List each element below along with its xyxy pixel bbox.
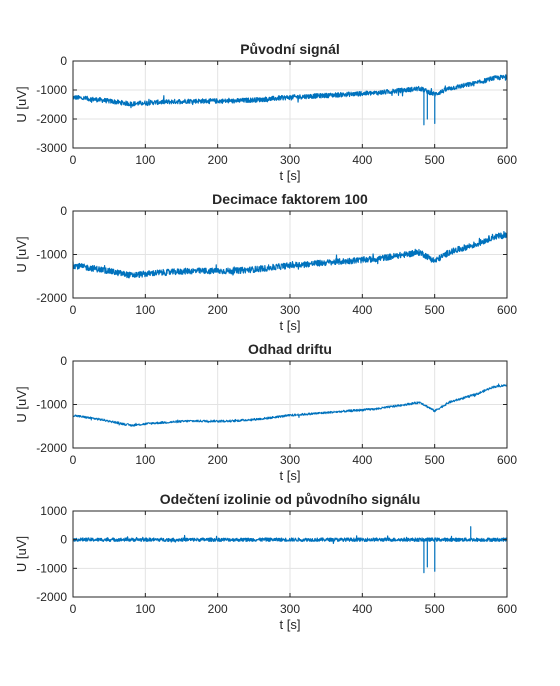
- y-axis-label: U [uV]: [14, 386, 29, 422]
- x-axis-label: t [s]: [280, 168, 301, 183]
- x-axis-label: t [s]: [280, 617, 301, 632]
- y-tick-label: 0: [60, 354, 67, 368]
- y-tick-label: -2000: [36, 112, 67, 126]
- x-tick-label: 600: [497, 602, 517, 616]
- x-tick-label: 500: [425, 602, 445, 616]
- y-tick-label: -1000: [36, 561, 67, 575]
- x-tick-label: 500: [425, 453, 445, 467]
- series-line: [72, 526, 508, 574]
- subplot-3: 0 100 200 300 400 500 600 -2000 -1000 0 Odhad drif…: [14, 341, 517, 483]
- y-axis-label: U [uV]: [14, 86, 29, 122]
- series-line: [72, 230, 508, 279]
- subplot-4: 0 100 200 300 400 500 600 -2000 -1000 0 1000 Odečte…: [14, 491, 517, 632]
- x-tick-label: 300: [280, 453, 300, 467]
- x-tick-label: 500: [425, 153, 445, 167]
- x-tick-label: 0: [70, 602, 77, 616]
- x-tick-label: 300: [280, 303, 300, 317]
- chart-title: Odečtení izolinie od původního signálu: [160, 491, 421, 507]
- x-tick-label: 400: [352, 602, 372, 616]
- y-tick-label: -1000: [36, 83, 67, 97]
- chart-title: Původní signál: [240, 41, 340, 57]
- y-tick-label: -2000: [36, 441, 67, 455]
- x-tick-label: 400: [352, 453, 372, 467]
- x-tick-label: 300: [280, 153, 300, 167]
- y-tick-label: 0: [60, 54, 67, 68]
- x-axis-label: t [s]: [280, 468, 301, 483]
- y-tick-label: 0: [60, 533, 67, 547]
- x-tick-label: 200: [208, 153, 228, 167]
- x-tick-label: 500: [425, 303, 445, 317]
- x-tick-label: 400: [352, 303, 372, 317]
- y-tick-label: -3000: [36, 141, 67, 155]
- x-tick-label: 200: [208, 602, 228, 616]
- x-tick-label: 200: [208, 453, 228, 467]
- chart-title: Decimace faktorem 100: [212, 191, 368, 207]
- y-tick-label: 1000: [40, 504, 67, 518]
- x-tick-label: 600: [497, 153, 517, 167]
- x-tick-label: 200: [208, 303, 228, 317]
- x-tick-label: 100: [135, 453, 155, 467]
- chart-title: Odhad driftu: [248, 341, 332, 357]
- y-axis-label: U [uV]: [14, 236, 29, 272]
- y-tick-label: -2000: [36, 291, 67, 305]
- y-tick-label: 0: [60, 204, 67, 218]
- x-tick-label: 0: [70, 153, 77, 167]
- x-tick-label: 100: [135, 602, 155, 616]
- x-tick-label: 600: [497, 453, 517, 467]
- series-line: [72, 74, 508, 126]
- y-tick-label: -1000: [36, 398, 67, 412]
- x-tick-label: 0: [70, 303, 77, 317]
- subplot-1: 0 100 200 300 400 500 600 -3000 -2000 -1000 0 Původ…: [14, 41, 517, 183]
- x-tick-label: 0: [70, 453, 77, 467]
- y-axis-label: U [uV]: [14, 536, 29, 572]
- y-tick-label: -2000: [36, 590, 67, 604]
- x-tick-label: 400: [352, 153, 372, 167]
- x-tick-label: 100: [135, 153, 155, 167]
- x-tick-label: 300: [280, 602, 300, 616]
- y-tick-label: -1000: [36, 248, 67, 262]
- x-axis-label: t [s]: [280, 318, 301, 333]
- x-tick-label: 600: [497, 303, 517, 317]
- subplot-2: 0 100 200 300 400 500 600 -2000 -1000 0 Decimace f…: [14, 191, 517, 333]
- x-tick-label: 100: [135, 303, 155, 317]
- series-line: [72, 382, 508, 427]
